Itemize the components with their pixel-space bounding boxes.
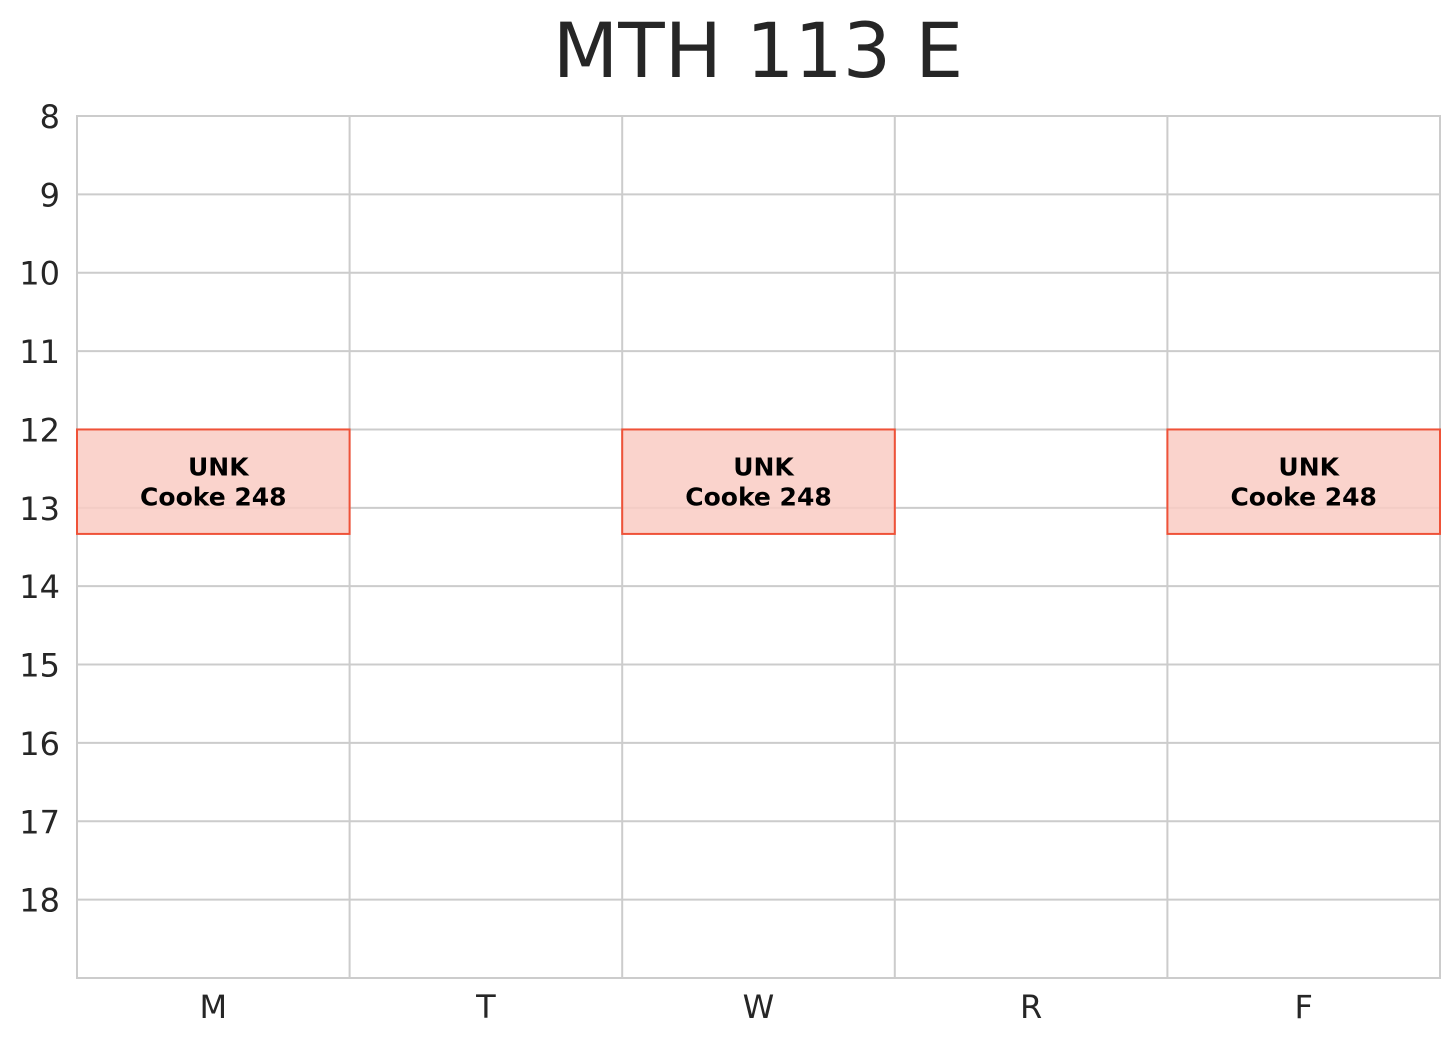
y-tick-label: 13 [19,490,60,528]
y-tick-label: 18 [19,882,60,920]
grid [76,115,1441,979]
y-tick-label: 9 [40,176,60,214]
event-course: UNK [188,453,250,482]
event-rect [621,428,896,535]
plot-frame [76,115,1441,979]
x-tick-label: W [743,988,775,1026]
event-course: UNK [733,453,795,482]
chart-title: MTH 113 E [553,6,964,95]
event-room: Cooke 248 [1230,483,1377,512]
x-tick-label: F [1294,988,1312,1026]
y-tick-label: 15 [19,647,60,685]
x-tick-label: T [475,988,496,1026]
event-rect [76,428,351,535]
y-tick-label: 14 [19,568,60,606]
y-axis: 8 9 10 11 12 13 14 15 16 17 18 [19,98,60,920]
event-rect [1166,428,1442,535]
y-tick-label: 8 [40,98,60,136]
event-room: Cooke 248 [685,483,832,512]
event-course: UNK [1278,453,1340,482]
y-tick-label: 16 [19,725,60,763]
x-tick-label: M [199,988,227,1026]
y-tick-label: 10 [19,255,60,293]
y-tick-label: 11 [19,333,60,371]
x-tick-label: R [1020,988,1042,1026]
event-room: Cooke 248 [140,483,287,512]
y-tick-label: 17 [19,803,60,841]
y-tick-label: 12 [19,411,60,449]
